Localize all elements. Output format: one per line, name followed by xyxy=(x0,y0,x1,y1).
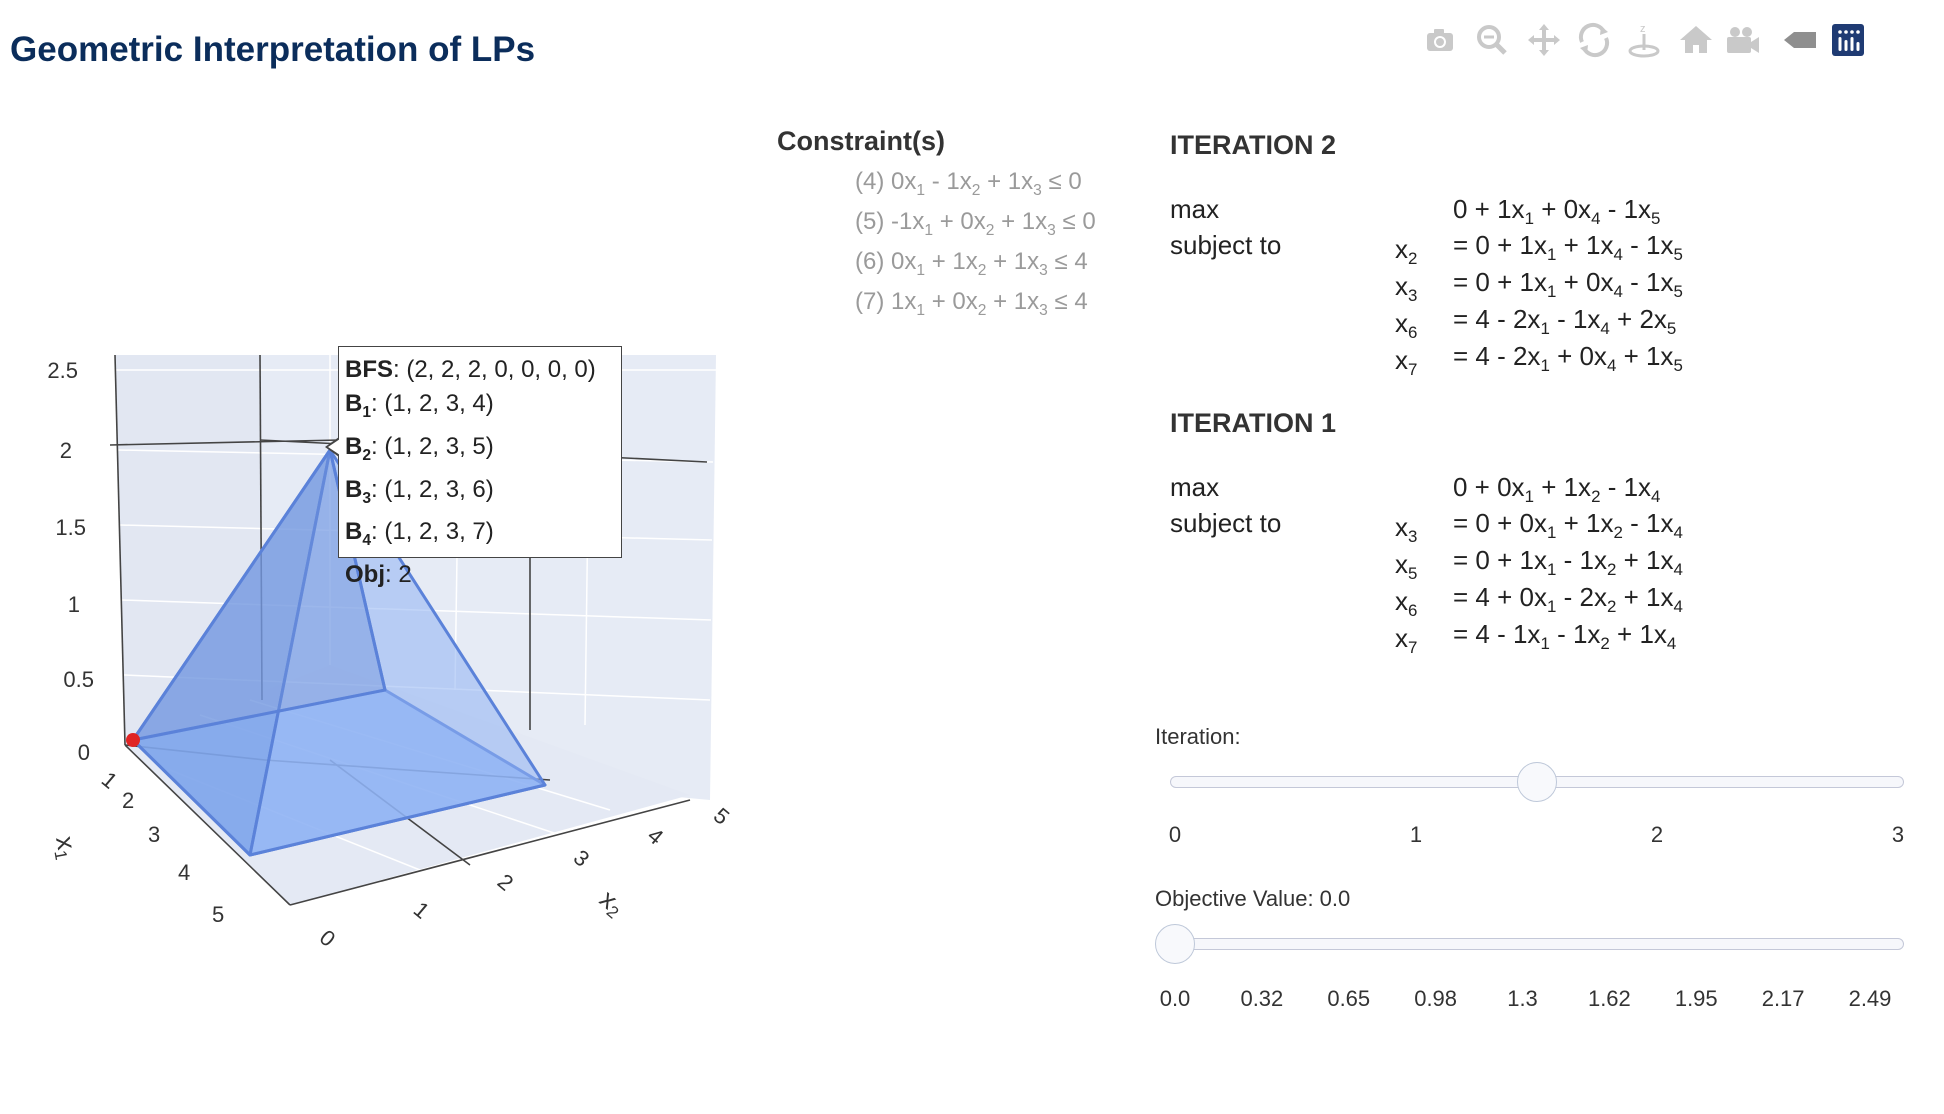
x2-tick: 2 xyxy=(493,869,518,896)
objective-slider-label: Objective Value: 0.0 xyxy=(1155,886,1351,911)
x1-tick: 5 xyxy=(212,902,224,927)
hover-tooltip: BFS: (2, 2, 2, 0, 0, 0, 0) B1: (1, 2, 3, … xyxy=(325,346,622,588)
objective-slider-track[interactable] xyxy=(1170,938,1904,950)
objective-tick: 1.3 xyxy=(1507,986,1538,1011)
objective-tick: 2.17 xyxy=(1761,986,1805,1011)
objective-tick: 2.49 xyxy=(1848,986,1892,1011)
iteration-heading: ITERATION 1 xyxy=(1170,408,1337,438)
iteration-slider-label: Iteration: xyxy=(1155,724,1241,749)
objective-tick: 0.32 xyxy=(1240,986,1284,1011)
objective-expression: 0 + 1x1 + 0x4 - 1x5 xyxy=(1453,194,1661,229)
x1-axis-label: x1 xyxy=(48,834,83,862)
objective-tick: 1.62 xyxy=(1587,986,1631,1011)
camera-icon[interactable] xyxy=(1420,20,1460,60)
pan-icon[interactable] xyxy=(1524,20,1564,60)
tooltip-row: B4: (1, 2, 3, 7) xyxy=(345,518,494,550)
basic-variable: x3 xyxy=(1395,271,1418,306)
subject-to-label: subject to xyxy=(1170,230,1282,260)
x1-tick: 1 xyxy=(97,767,122,794)
dictionary-row: = 0 + 1x1 + 1x4 - 1x5 xyxy=(1453,230,1683,265)
tooltip-row: BFS: (2, 2, 2, 0, 0, 0, 0) xyxy=(345,356,596,383)
constraint-item: (6) 0x1 + 1x2 + 1x3 ≤ 4 xyxy=(855,248,1088,279)
constraint-item: (5) -1x1 + 0x2 + 1x3 ≤ 0 xyxy=(855,208,1096,239)
svg-text:z: z xyxy=(1640,23,1646,35)
x2-tick: 4 xyxy=(643,823,668,850)
z-tick: 0 xyxy=(78,740,90,765)
iteration-tick: 2 xyxy=(1650,822,1664,847)
tooltip-row: B1: (1, 2, 3, 4) xyxy=(345,390,494,421)
constraints-title: Constraint(s) xyxy=(777,126,945,156)
subject-to-label: subject to xyxy=(1170,508,1282,538)
basic-variable: x5 xyxy=(1395,549,1418,584)
plotly-logo-icon[interactable] xyxy=(1828,20,1868,60)
basic-variable: x6 xyxy=(1395,308,1418,343)
current-bfs-point xyxy=(126,733,140,747)
tooltip-row: B2: (1, 2, 3, 5) xyxy=(345,432,494,464)
x2-tick: 5 xyxy=(709,803,734,830)
dictionary-row: = 0 + 1x1 - 1x2 + 1x4 xyxy=(1453,545,1683,580)
dictionary-row: = 4 - 2x1 - 1x4 + 2x5 xyxy=(1453,304,1677,339)
iteration-tick: 1 xyxy=(1409,822,1423,847)
dictionary-row: = 4 - 2x1 + 0x4 + 1x5 xyxy=(1453,341,1683,376)
z-tick: 1.5 xyxy=(55,515,86,540)
x1-tick: 4 xyxy=(178,860,190,885)
turntable-icon[interactable]: z xyxy=(1624,20,1664,60)
feasible-polytope xyxy=(131,448,547,857)
x2-tick: 1 xyxy=(409,897,434,924)
z-tick: 2 xyxy=(60,438,72,463)
home-icon[interactable] xyxy=(1676,20,1716,60)
z-tick: 1 xyxy=(68,592,80,617)
x2-tick: 0 xyxy=(315,925,340,950)
video-camera-icon[interactable] xyxy=(1722,20,1762,60)
max-label: max xyxy=(1170,472,1220,502)
basic-variable: x7 xyxy=(1395,345,1418,380)
tooltip-row: B3: (1, 2, 3, 6) xyxy=(345,475,494,507)
max-label: max xyxy=(1170,194,1220,224)
objective-expression: 0 + 0x1 + 1x2 - 1x4 xyxy=(1453,472,1661,507)
objective-tick: 0.65 xyxy=(1327,986,1371,1011)
page-title: Geometric Interpretation of LPs xyxy=(10,30,536,69)
x2-axis-label: x2 xyxy=(593,884,631,923)
objective-tick: 0.0 xyxy=(1159,986,1191,1011)
basic-variable: x2 xyxy=(1395,234,1418,269)
x2-tick: 3 xyxy=(569,845,594,872)
x1-tick: 3 xyxy=(148,822,160,847)
constraint-item: (4) 0x1 - 1x2 + 1x3 ≤ 0 xyxy=(855,168,1082,199)
dictionary-row: = 4 + 0x1 - 2x2 + 1x4 xyxy=(1453,582,1683,617)
x1-tick: 2 xyxy=(122,788,134,813)
iteration-tick: 0 xyxy=(1168,822,1182,847)
basic-variable: x6 xyxy=(1395,586,1418,621)
iteration-heading: ITERATION 2 xyxy=(1170,130,1337,160)
dictionary-row: = 0 + 0x1 + 1x2 - 1x4 xyxy=(1453,508,1683,543)
polytope-face-right xyxy=(248,448,547,857)
z-tick: 0.5 xyxy=(63,667,94,692)
z-tick: 2.5 xyxy=(47,358,78,383)
hover-toggle-icon[interactable] xyxy=(1780,20,1820,60)
iteration-slider-handle[interactable] xyxy=(1516,762,1557,802)
objective-slider-handle[interactable] xyxy=(1155,924,1195,964)
objective-tick: 0.98 xyxy=(1414,986,1458,1011)
objective-tick: 1.95 xyxy=(1674,986,1718,1011)
dictionary-row: = 0 + 1x1 + 0x4 - 1x5 xyxy=(1453,267,1683,302)
tooltip-row: Obj: 2 xyxy=(345,561,412,589)
iteration-tick: 3 xyxy=(1891,822,1905,847)
dictionary-row: = 4 - 1x1 - 1x2 + 1x4 xyxy=(1453,619,1677,654)
basic-variable: x7 xyxy=(1395,623,1418,658)
zoom-icon[interactable] xyxy=(1472,20,1512,60)
constraint-item: (7) 1x1 + 0x2 + 1x3 ≤ 4 xyxy=(855,288,1088,319)
orbit-rotation-icon[interactable] xyxy=(1574,20,1614,60)
basic-variable: x3 xyxy=(1395,512,1418,547)
